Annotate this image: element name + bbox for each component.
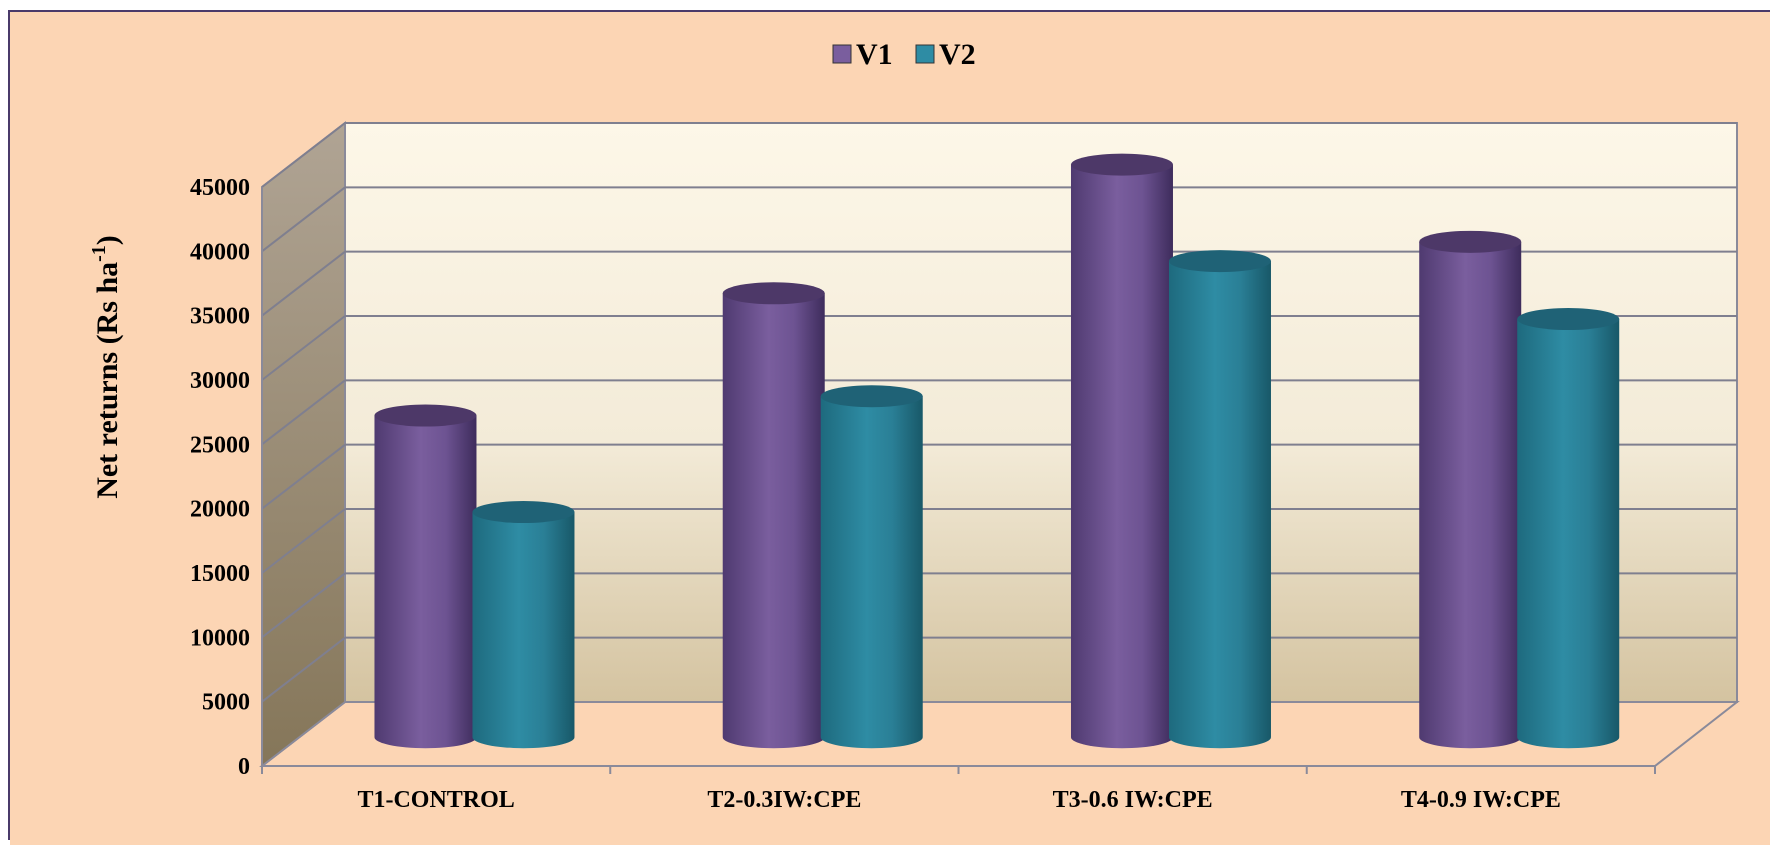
- y-tick-label: 45000: [190, 175, 250, 201]
- legend-label: V1: [856, 38, 893, 71]
- bar-v2-3: [1168, 250, 1271, 749]
- y-tick-labels: 0 5000 10000 15000 20000 25000 30000 35000 40000…: [190, 175, 250, 780]
- gridline-side: [261, 186, 346, 253]
- gridline-side: [261, 122, 346, 188]
- x-category-labels: T1-CONTROL T2-0.3IW:CPE T3-0.6 IW:CPE T4-0.…: [357, 787, 1560, 813]
- y-tick-label: 0: [238, 754, 250, 780]
- y-tick-label: 25000: [190, 432, 250, 458]
- y-tick-label: 15000: [190, 561, 250, 587]
- legend-swatch: [832, 44, 852, 64]
- legend-item-v2: V2: [915, 38, 976, 71]
- gridline-side: [261, 443, 346, 510]
- y-axis-label: Net returns (Rs ha-1): [88, 235, 124, 499]
- legend-label: V2: [939, 38, 976, 71]
- y-tick-label: 35000: [190, 304, 250, 330]
- gridline-side: [261, 508, 346, 574]
- chart-frame: [8, 10, 1770, 840]
- bar-v1-1: [374, 404, 477, 749]
- bar-v1-2: [722, 282, 825, 749]
- bar-v2-4: [1517, 308, 1620, 749]
- y-tick-label: 5000: [202, 690, 250, 716]
- gridline-side: [261, 250, 346, 317]
- gridline-side: [261, 636, 346, 703]
- gridline-side: [261, 572, 346, 639]
- bar-v2-1: [472, 501, 575, 749]
- bars: [374, 153, 1620, 749]
- legend-item-v1: V1: [832, 38, 893, 71]
- x-category-label: T1-CONTROL: [357, 787, 514, 813]
- gridline-side: [261, 379, 346, 446]
- x-category-label: T4-0.9 IW:CPE: [1401, 787, 1561, 813]
- axes: [261, 187, 1656, 774]
- y-axis-label-text: Net returns (Rs ha-1): [88, 235, 124, 499]
- x-category-label: T3-0.6 IW:CPE: [1053, 787, 1213, 813]
- y-tick-label: 20000: [190, 497, 250, 523]
- bar-v1-4: [1419, 230, 1522, 749]
- y-tick-label: 30000: [190, 368, 250, 394]
- y-tick-label: 10000: [190, 625, 250, 651]
- legend: V1 V2: [832, 38, 976, 71]
- bar-v2-2: [820, 385, 923, 749]
- x-category-label: T2-0.3IW:CPE: [707, 787, 861, 813]
- y-tick-label: 40000: [190, 239, 250, 265]
- legend-swatch: [915, 44, 935, 64]
- bar-v1-3: [1070, 153, 1173, 749]
- gridline-side: [261, 315, 346, 381]
